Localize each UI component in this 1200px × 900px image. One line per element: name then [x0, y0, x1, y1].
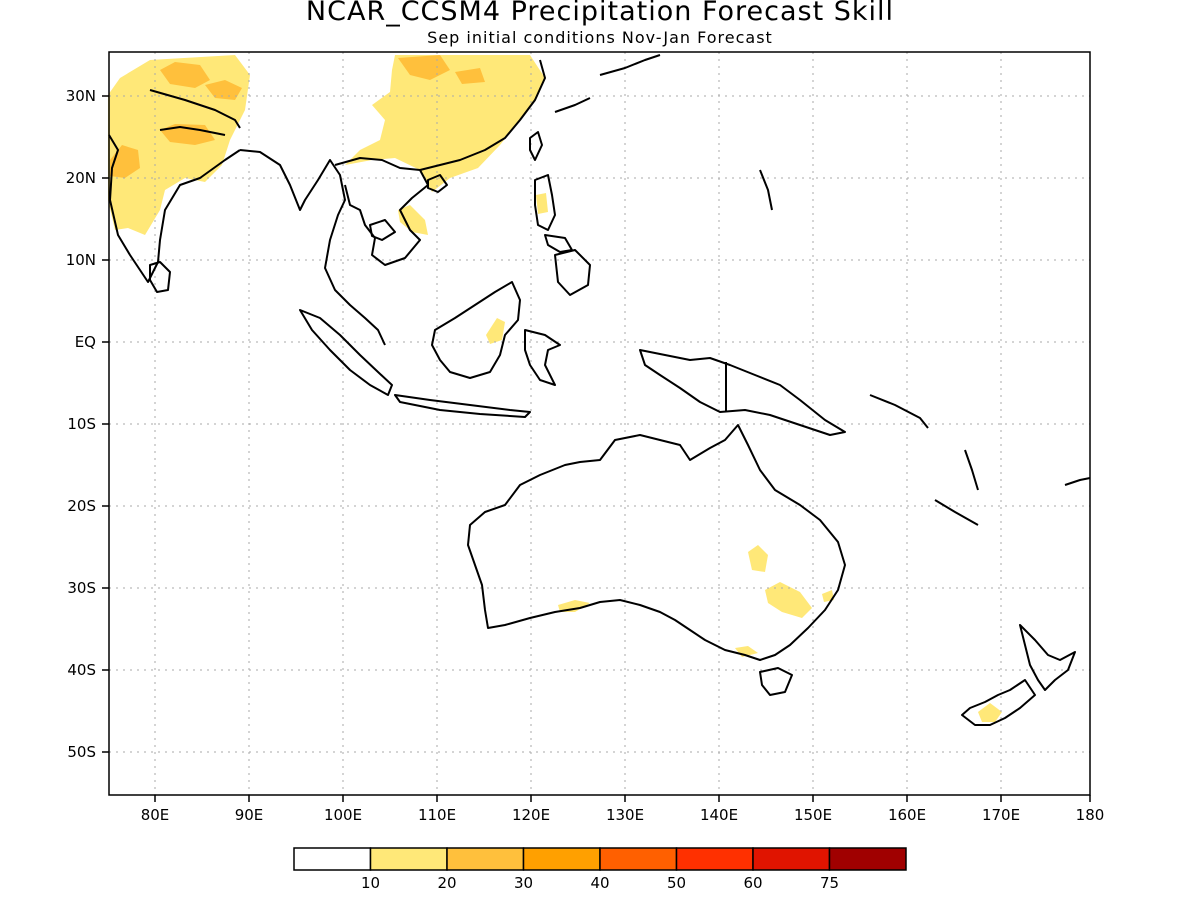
lon-label: 180 [1076, 806, 1105, 824]
chart-subtitle: Sep initial conditions Nov-Jan Forecast [427, 28, 773, 47]
lat-label: 10S [67, 415, 96, 433]
shading-tibet [160, 62, 210, 88]
shading-south-china [345, 55, 545, 192]
shading-vietnam [398, 205, 428, 235]
lat-label: 40S [67, 661, 96, 679]
legend-color-box [522, 847, 601, 871]
coast-java [394, 394, 531, 418]
coast-tasmania [759, 667, 793, 696]
coast-ryukyu [554, 97, 591, 113]
shading-borneo [486, 318, 505, 344]
coast-sri-lanka [149, 261, 171, 293]
coast-hainan [427, 174, 448, 193]
coast-taiwan [529, 131, 543, 161]
lon-labels: 80E 90E 100E 110E 120E 130E 140E 150E 16… [141, 806, 1105, 824]
coast-vanuatu [964, 449, 979, 491]
coast-nz-south [961, 679, 1036, 726]
shading-aus-1 [748, 545, 768, 572]
shading-india [108, 55, 250, 235]
coast-solomons [869, 394, 929, 429]
lat-label: 20N [66, 169, 96, 187]
coast-new-guinea [639, 349, 846, 436]
coast-australia [467, 424, 846, 661]
legend-label: 60 [743, 874, 762, 892]
coast-nz-north [1019, 624, 1076, 691]
coast-india [108, 134, 241, 283]
border-himalaya [149, 89, 241, 129]
legend-color-box [293, 847, 372, 871]
lon-label: 150E [794, 806, 832, 824]
lon-label: 100E [324, 806, 362, 824]
border-nepal [159, 126, 226, 136]
coast-borneo [431, 281, 521, 379]
lon-label: 80E [141, 806, 170, 824]
lat-label: 20S [67, 497, 96, 515]
legend-color-box [828, 847, 907, 871]
coastlines [108, 54, 1091, 726]
shading-philippines [536, 193, 548, 214]
lat-label: 30S [67, 579, 96, 597]
shading-aus-south [558, 600, 590, 612]
shading-tibet-east [205, 80, 242, 100]
gridlines [109, 52, 1090, 795]
lon-label: 160E [888, 806, 926, 824]
legend-color-box [446, 847, 525, 871]
shading-new-zealand [978, 703, 1002, 722]
lat-label: 50S [67, 743, 96, 761]
coast-new-caledonia [934, 499, 979, 526]
lon-label: 90E [235, 806, 264, 824]
lat-label: 30N [66, 87, 96, 105]
coast-visayas [544, 234, 573, 253]
color-legend: 10 20 30 40 50 60 75 [293, 847, 907, 892]
coast-myanmar [239, 149, 386, 346]
legend-label: 10 [361, 874, 380, 892]
coast-mindanao [554, 249, 591, 296]
legend-label: 30 [514, 874, 533, 892]
skill-shading [108, 55, 1002, 722]
lon-label: 110E [418, 806, 456, 824]
shading-china-core-2 [455, 68, 485, 84]
lake-tonle-sap [369, 219, 396, 241]
shading-aus-2 [765, 582, 812, 618]
coast-luzon [534, 174, 556, 231]
legend-label: 20 [437, 874, 456, 892]
legend-color-box [369, 847, 448, 871]
coast-indochina [334, 157, 429, 266]
lat-label: 10N [66, 251, 96, 269]
lon-label: 170E [982, 806, 1020, 824]
legend-label: 50 [667, 874, 686, 892]
lon-label: 120E [512, 806, 550, 824]
coast-china [419, 59, 546, 171]
legend-label: 40 [590, 874, 609, 892]
legend-label: 75 [820, 874, 839, 892]
lat-labels: 30N 20N 10N EQ 10S 20S 30S 40S 50S [66, 87, 96, 761]
lon-label: 140E [700, 806, 738, 824]
coast-fiji [1064, 477, 1091, 486]
lat-label: EQ [75, 333, 96, 351]
coast-micronesia [759, 169, 773, 211]
chart-title: NCAR_CCSM4 Precipitation Forecast Skill [305, 0, 895, 27]
lon-label: 130E [606, 806, 644, 824]
tick-marks [102, 95, 1091, 802]
coast-sulawesi [524, 329, 561, 386]
legend-color-box [675, 847, 754, 871]
coast-japan-south [599, 54, 661, 76]
legend-color-box [752, 847, 831, 871]
legend-color-box [599, 847, 678, 871]
coast-sumatra [299, 309, 393, 396]
